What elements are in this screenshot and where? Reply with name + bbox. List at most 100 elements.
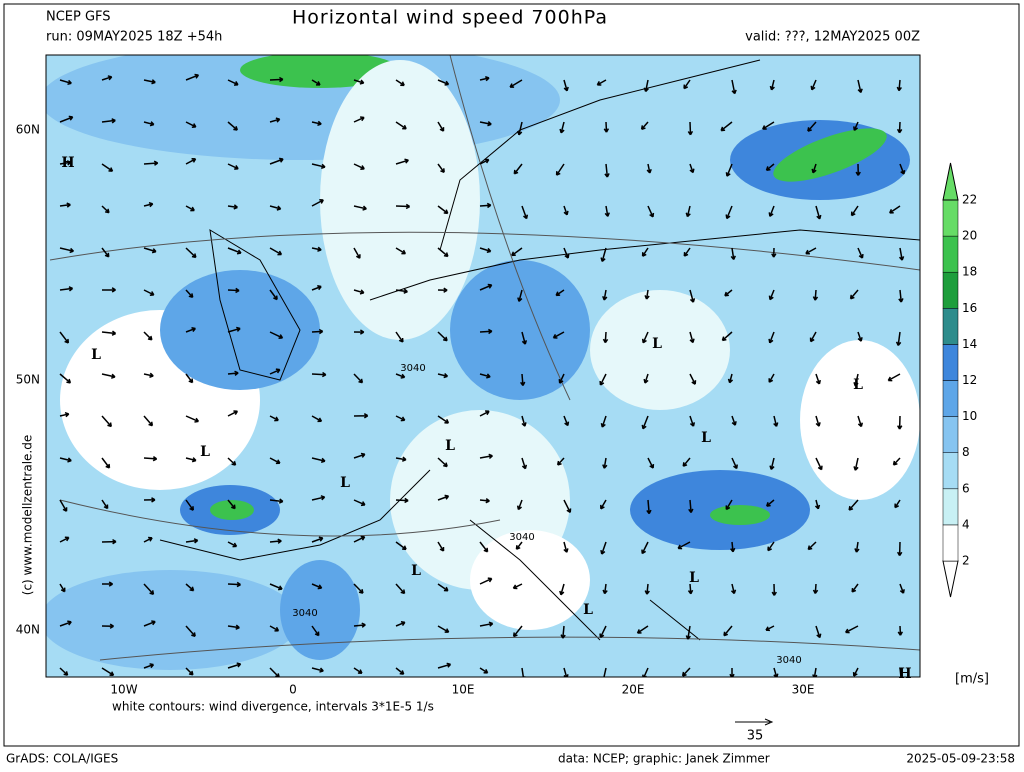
pressure-label: L <box>652 336 662 352</box>
wind-arrow <box>101 330 117 336</box>
wind-arrow <box>353 205 367 211</box>
wind-arrow <box>850 205 859 217</box>
wind-arrow <box>771 247 777 258</box>
wind-arrow <box>479 121 492 127</box>
wind-arrow <box>59 536 70 543</box>
wind-arrow <box>479 621 494 627</box>
pressure-label: L <box>200 444 210 460</box>
wind-arrow <box>59 411 70 418</box>
wind-arrow <box>143 497 156 503</box>
pressure-label: H <box>61 155 74 171</box>
wind-arrow <box>143 331 153 341</box>
wind-arrow <box>689 289 696 303</box>
wind-arrow <box>809 331 817 343</box>
wind-arrow <box>59 286 74 292</box>
wind-arrow <box>311 199 324 207</box>
wind-arrow <box>437 205 449 215</box>
wind-arrow <box>641 247 649 257</box>
wind-arrow <box>143 289 155 296</box>
wind-arrow <box>521 205 529 220</box>
map-border <box>45 54 921 678</box>
wind-arrow <box>687 583 694 595</box>
colorbar-band <box>942 452 959 490</box>
wind-arrow <box>892 457 901 466</box>
wind-arrow <box>853 373 859 387</box>
wind-arrow <box>311 120 322 127</box>
colorbar-label: 22 <box>962 193 977 207</box>
scale-arrow-head <box>764 718 774 726</box>
wind-arrow <box>769 457 775 470</box>
wind-arrow <box>766 499 775 507</box>
colorbar-label: 10 <box>962 409 977 423</box>
wind-arrow <box>185 625 196 638</box>
wind-arrow <box>227 624 240 630</box>
model: NCEP GFS <box>46 10 111 25</box>
wind-arrow <box>59 667 69 676</box>
wind-arrow <box>227 326 241 333</box>
wind-arrow <box>563 205 569 216</box>
wind-arrow <box>101 457 111 469</box>
wind-arrow <box>810 79 817 91</box>
wind-arrow <box>269 583 283 591</box>
wind-arrow <box>185 373 194 384</box>
wind-arrow <box>353 163 365 170</box>
wind-arrow <box>689 163 695 174</box>
wind-arrow <box>101 75 113 81</box>
wind-arrow <box>682 457 691 467</box>
wind-arrow <box>437 331 448 342</box>
wind-arrow <box>59 247 74 254</box>
wind-arrow <box>227 204 238 210</box>
wind-arrow <box>101 667 115 676</box>
wind-arrow <box>641 541 649 555</box>
wind-arrow <box>602 583 608 595</box>
wind-arrow <box>769 79 775 91</box>
colorbar-band <box>942 308 959 345</box>
wind-arrow <box>687 121 694 136</box>
wind-arrow <box>727 373 734 384</box>
wind-arrow <box>552 331 565 339</box>
wind-arrow <box>311 246 322 252</box>
colorbar-band <box>942 380 959 417</box>
wind-arrow <box>643 373 649 384</box>
wind-arrow <box>227 662 242 669</box>
wind-arrow <box>185 73 200 81</box>
pressure-label: L <box>853 377 863 393</box>
wind-arrow <box>395 247 407 255</box>
wind-arrow <box>479 453 493 459</box>
wind-arrow <box>720 121 733 132</box>
wind-arrow <box>227 457 237 466</box>
wind-arrow <box>227 121 238 131</box>
wind-arrow <box>479 202 492 209</box>
wind-arrow <box>353 452 366 459</box>
wind-arrow <box>59 79 72 86</box>
wind-arrow <box>479 577 493 585</box>
wind-arrow <box>641 415 649 430</box>
wind-area <box>160 270 320 390</box>
wind-arrow <box>815 373 821 385</box>
copyright: (c) www.modellzentrale.de <box>21 435 35 595</box>
wind-arrow <box>311 667 324 673</box>
wind-arrow <box>604 205 610 217</box>
wind-arrow <box>143 620 156 627</box>
wind-arrow <box>767 541 775 552</box>
wind-arrow <box>852 667 859 677</box>
wind-arrow <box>555 163 565 176</box>
wind-arrow <box>143 583 155 595</box>
wind-arrow <box>768 289 775 301</box>
wind-arrow <box>815 457 823 471</box>
wind-arrow <box>762 121 775 130</box>
wind-arrow <box>815 625 822 639</box>
contour-label: 3040 <box>776 655 801 666</box>
wind-arrow <box>437 372 449 379</box>
wind-arrow <box>143 160 159 166</box>
wind-arrow <box>857 247 864 259</box>
wind-arrow <box>897 415 903 430</box>
wind-arrow <box>647 457 655 469</box>
wind-arrow <box>897 541 903 557</box>
wind-arrow <box>683 79 691 90</box>
wind-arrow <box>513 163 523 175</box>
wind-arrow <box>185 538 199 544</box>
wind-arrow <box>59 457 72 463</box>
wind-arrow <box>730 583 737 595</box>
wind-arrow <box>353 535 366 543</box>
